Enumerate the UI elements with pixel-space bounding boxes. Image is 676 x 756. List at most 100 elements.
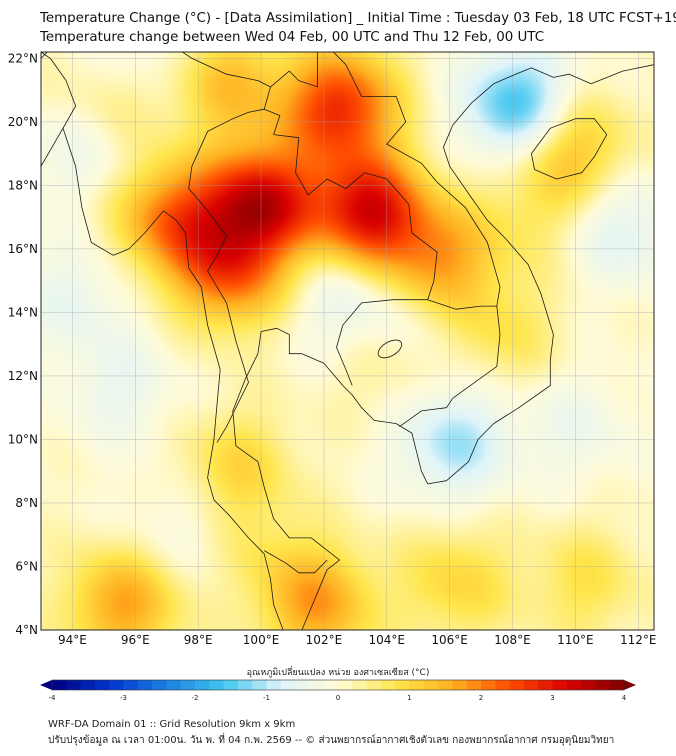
boundary-line: [91, 210, 284, 630]
colorbar-segment: [352, 680, 367, 690]
colorbar-segment: [423, 680, 439, 690]
colorbar-segment: [552, 680, 568, 690]
colorbar-segment: [166, 680, 182, 690]
colorbar-segment: [452, 680, 468, 690]
map-figure: 22°N 20°N 18°N 16°N 14°N 12°N 10°N 8°N 6°N 4°N 94…: [8, 51, 657, 700]
colorbar-segment: [195, 680, 210, 690]
colorbar-tick-label: -2: [192, 694, 199, 700]
lat-tick-label: 18°N: [8, 178, 38, 192]
colorbar-max-extend: [624, 680, 636, 690]
colorbar-segment: [309, 680, 325, 690]
colorbar: [40, 679, 636, 691]
colorbar-segment: [366, 680, 382, 690]
colorbar-segment: [295, 680, 310, 690]
lon-tick-label: 102°E: [306, 633, 343, 647]
colorbar-segment: [509, 680, 525, 690]
colorbar-tick-labels: -4 -3 -2 -1 0 1 2 3 4: [49, 694, 627, 700]
lon-tick-label: 94°E: [58, 633, 87, 647]
boundary-line: [41, 52, 48, 59]
latitude-tick-labels: 22°N 20°N 18°N 16°N 14°N 12°N 10°N 8°N 6°N 4°N: [8, 51, 38, 637]
colorbar-segment: [223, 680, 239, 690]
colorbar-segment: [280, 680, 296, 690]
country-borders: [41, 52, 654, 630]
lon-tick-label: 104°E: [369, 633, 406, 647]
colorbar-tick-label: 3: [550, 694, 554, 700]
colorbar-segment: [137, 680, 153, 690]
colorbar-tick-label: -1: [263, 694, 270, 700]
colorbar-tick-label: 1: [407, 694, 411, 700]
colorbar-segment: [80, 680, 96, 690]
colorbar-segment: [595, 680, 611, 690]
map-frame: [40, 51, 655, 631]
lon-tick-label: 106°E: [431, 633, 468, 647]
lon-tick-label: 96°E: [121, 633, 150, 647]
colorbar-segment: [109, 680, 124, 690]
lat-tick-label: 8°N: [15, 496, 38, 510]
colorbar-tick-label: 4: [622, 694, 627, 700]
colorbar-segment: [266, 680, 282, 690]
boundary-line: [531, 118, 608, 180]
lon-tick-label: 110°E: [557, 633, 594, 647]
colorbar-segment: [338, 680, 353, 690]
colorbar-segment: [395, 680, 410, 690]
colorbar-segment: [237, 680, 253, 690]
colorbar-segment: [538, 680, 553, 690]
colorbar-segment: [481, 680, 496, 690]
lat-tick-label: 4°N: [15, 623, 38, 637]
temperature-change-field: [41, 52, 654, 630]
lat-tick-label: 10°N: [8, 432, 38, 446]
colorbar-title: อุณหภูมิเปลี่ยนแปลง หน่วย องศาเซลเซียส (…: [246, 668, 430, 678]
colorbar-segment: [409, 680, 425, 690]
colorbar-tick-label: 2: [479, 694, 483, 700]
colorbar-segment: [438, 680, 453, 690]
colorbar-segment: [323, 680, 339, 690]
longitude-tick-labels: 94°E 96°E 98°E 100°E 102°E 104°E 106°E 108°E 110…: [58, 633, 657, 647]
chart-title: Temperature Change (°C) - [Data Assimila…: [40, 11, 676, 26]
colorbar-segment: [66, 680, 81, 690]
lon-tick-label: 100°E: [243, 633, 280, 647]
colorbar-tick-label: 0: [336, 694, 340, 700]
graticule: [41, 52, 654, 630]
lon-tick-label: 98°E: [184, 633, 213, 647]
colorbar-border: [51, 679, 625, 691]
colorbar-segment: [581, 680, 596, 690]
lat-tick-label: 14°N: [8, 305, 38, 319]
colorbar-min-extend: [40, 680, 52, 690]
colorbar-segment: [609, 680, 625, 690]
boundary-line: [232, 64, 654, 630]
lat-tick-label: 16°N: [8, 242, 38, 256]
colorbar-segment: [180, 680, 196, 690]
chart-subtitle: Temperature change between Wed 04 Feb, 0…: [40, 30, 545, 45]
boundary-line: [336, 299, 428, 386]
model-info: WRF-DA Domain 01 :: Grid Resolution 9km …: [48, 719, 296, 730]
colorbar-tick-label: -4: [49, 694, 57, 700]
colorbar-segment: [380, 680, 396, 690]
boundary-line: [62, 128, 92, 243]
colorbar-segment: [123, 680, 139, 690]
boundary-line: [248, 52, 318, 113]
credits: ปรับปรุงข้อมูล ณ เวลา 01:00น. วัน พ. ที่…: [48, 735, 615, 746]
colorbar-segment: [252, 680, 267, 690]
boundary-line: [264, 550, 328, 574]
colorbar-segment: [152, 680, 167, 690]
colorbar-segment: [523, 680, 539, 690]
boundary-line: [332, 52, 501, 307]
lon-tick-label: 108°E: [494, 633, 531, 647]
lat-tick-label: 6°N: [15, 559, 38, 573]
colorbar-segment: [52, 680, 67, 690]
colorbar-segment: [466, 680, 482, 690]
lake-outline: [377, 339, 403, 359]
lat-tick-label: 20°N: [8, 115, 38, 129]
boundary-line: [399, 299, 501, 428]
lat-tick-label: 12°N: [8, 369, 38, 383]
lon-tick-label: 112°E: [620, 633, 657, 647]
colorbar-segment: [495, 680, 510, 690]
lat-tick-label: 22°N: [8, 51, 38, 65]
boundary-line: [182, 52, 271, 88]
colorbar-segment: [209, 680, 224, 690]
colorbar-segment: [94, 680, 110, 690]
colorbar-tick-label: -3: [120, 694, 127, 700]
colorbar-segment: [566, 680, 582, 690]
boundary-line: [264, 108, 438, 300]
boundary-line: [41, 52, 76, 167]
